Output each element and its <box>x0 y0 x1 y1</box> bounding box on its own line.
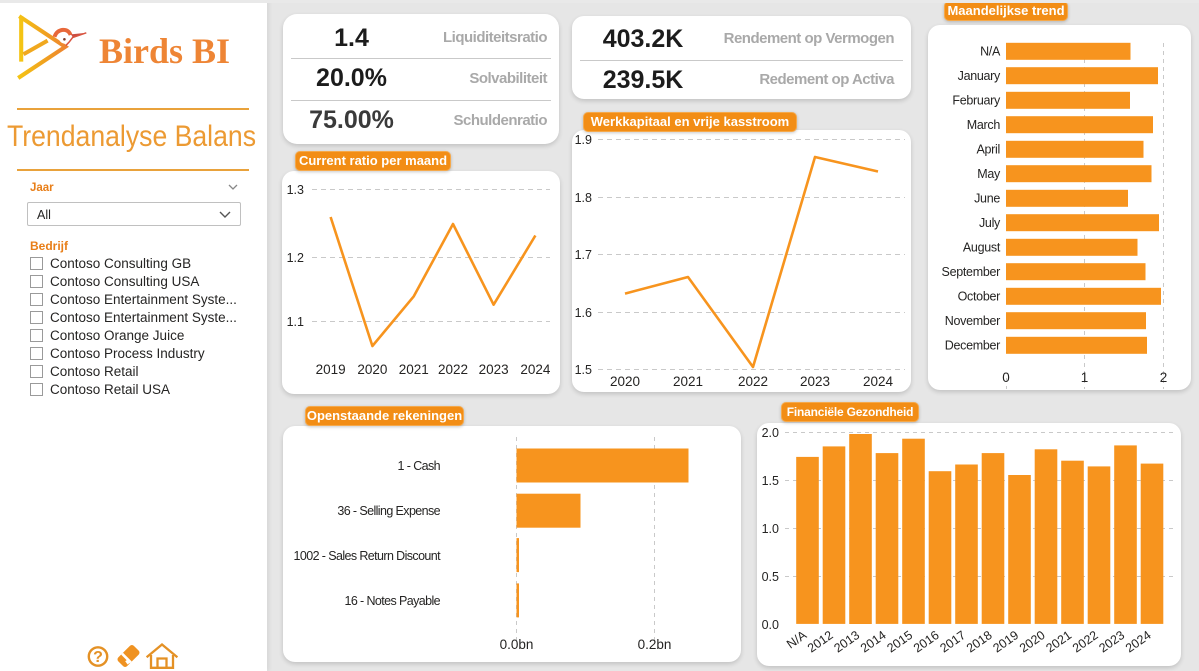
svg-text:1.8: 1.8 <box>575 191 592 205</box>
svg-text:1002 - Sales Return Discount: 1002 - Sales Return Discount <box>294 549 442 563</box>
svg-text:2.0: 2.0 <box>762 426 779 440</box>
svg-text:1 - Cash: 1 - Cash <box>398 459 441 473</box>
svg-text:36 - Selling Expense: 36 - Selling Expense <box>337 504 440 518</box>
svg-text:2013: 2013 <box>831 628 862 655</box>
svg-text:0.0: 0.0 <box>762 618 779 632</box>
svg-text:May: May <box>977 167 1001 181</box>
svg-text:?: ? <box>93 649 103 666</box>
svg-text:1.6: 1.6 <box>575 306 592 320</box>
svg-text:August: August <box>963 241 1001 255</box>
svg-text:2022: 2022 <box>738 374 768 389</box>
svg-text:September: September <box>942 265 1001 279</box>
svg-text:October: October <box>958 290 1001 304</box>
svg-text:April: April <box>976 143 1000 157</box>
svg-text:1.5: 1.5 <box>762 474 779 488</box>
svg-text:2020: 2020 <box>610 374 640 389</box>
svg-text:2018: 2018 <box>964 628 995 655</box>
svg-text:1.2: 1.2 <box>287 251 304 265</box>
svg-text:N/A: N/A <box>980 45 1001 59</box>
svg-text:2021: 2021 <box>399 362 429 377</box>
svg-text:1.1: 1.1 <box>287 315 304 329</box>
svg-text:February: February <box>952 94 1001 108</box>
svg-text:June: June <box>974 192 1000 206</box>
svg-text:2024: 2024 <box>1123 628 1154 655</box>
svg-text:1.9: 1.9 <box>575 133 592 147</box>
svg-text:N/A: N/A <box>784 628 810 652</box>
svg-text:2020: 2020 <box>1017 628 1048 655</box>
svg-text:November: November <box>945 314 1000 328</box>
svg-text:2012: 2012 <box>805 628 836 655</box>
svg-text:2020: 2020 <box>357 362 387 377</box>
svg-text:16 - Notes Payable: 16 - Notes Payable <box>344 594 440 608</box>
svg-text:1.3: 1.3 <box>287 183 304 197</box>
svg-text:2022: 2022 <box>1070 628 1101 655</box>
svg-text:1.7: 1.7 <box>575 248 592 262</box>
svg-text:December: December <box>945 339 1000 353</box>
svg-text:2014: 2014 <box>858 628 889 655</box>
svg-text:0.2bn: 0.2bn <box>638 637 672 652</box>
svg-text:1.0: 1.0 <box>762 522 779 536</box>
svg-text:2024: 2024 <box>863 374 894 389</box>
svg-text:July: July <box>979 216 1001 230</box>
svg-text:2024: 2024 <box>520 362 551 377</box>
svg-text:1.5: 1.5 <box>575 363 592 377</box>
svg-text:March: March <box>967 118 1001 132</box>
svg-text:2: 2 <box>1160 370 1168 385</box>
svg-text:2021: 2021 <box>673 374 703 389</box>
svg-text:0.0bn: 0.0bn <box>500 637 534 652</box>
svg-text:2017: 2017 <box>937 628 968 655</box>
svg-text:2016: 2016 <box>911 628 942 655</box>
svg-text:2021: 2021 <box>1043 628 1074 655</box>
svg-text:2019: 2019 <box>316 362 346 377</box>
svg-text:0.5: 0.5 <box>762 570 779 584</box>
svg-text:2023: 2023 <box>800 374 830 389</box>
svg-text:2023: 2023 <box>479 362 509 377</box>
svg-text:2015: 2015 <box>884 628 915 655</box>
svg-text:2019: 2019 <box>990 628 1021 655</box>
svg-text:2023: 2023 <box>1096 628 1127 655</box>
svg-text:January: January <box>958 69 1001 83</box>
svg-text:2022: 2022 <box>438 362 468 377</box>
svg-text:0: 0 <box>1002 370 1010 385</box>
svg-text:1: 1 <box>1081 370 1089 385</box>
